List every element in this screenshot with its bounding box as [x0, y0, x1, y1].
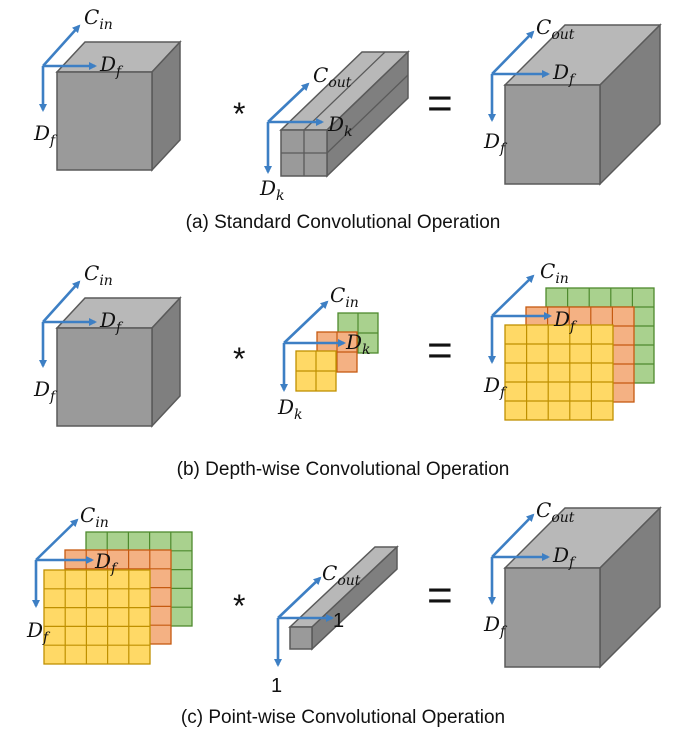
label-input-left-c: Df	[26, 618, 51, 646]
label-input-top-b: Cin	[84, 261, 113, 289]
label-input-right-a: Df	[99, 52, 124, 80]
label-kernel-right-c: 1	[333, 610, 344, 632]
caption-c: (c) Point-wise Convolutional Operation	[181, 707, 505, 728]
label-input-right-c: Df	[94, 549, 119, 577]
label-input-top-a: Cin	[84, 5, 113, 33]
input-grid-yellow-c	[43, 569, 151, 665]
label-output-right-c: Df	[552, 543, 577, 571]
label-output-left-c: Df	[483, 612, 508, 640]
label-input-top-c: Cin	[80, 503, 109, 531]
label-input-right-b: Df	[99, 308, 124, 336]
axes-kernel-c	[274, 576, 334, 667]
label-output-top-a: Cout	[536, 15, 575, 43]
axes-kernel-b	[280, 300, 346, 392]
multiply-operator-b: *	[233, 341, 245, 377]
label-input-left-b: Df	[33, 377, 58, 405]
caption-a: (a) Standard Convolutional Operation	[186, 212, 501, 233]
output-cube-a	[503, 23, 662, 186]
kernel-block-a	[279, 50, 410, 178]
label-output-right-b: Df	[553, 307, 578, 335]
label-kernel-top-c: Cout	[322, 561, 361, 589]
label-output-left-b: Df	[483, 373, 508, 401]
label-kernel-bottom-c: 1	[271, 675, 282, 697]
axes-output-a	[488, 30, 550, 122]
panel-c: Cin Df Df * Cout 1 1 = Cout	[26, 498, 662, 728]
caption-b: (b) Depth-wise Convolutional Operation	[177, 459, 510, 480]
label-output-right-a: Df	[552, 60, 577, 88]
equals-operator-c: =	[427, 571, 453, 620]
input-cube-a	[55, 40, 182, 172]
output-grid-yellow-b	[504, 324, 614, 421]
kernel-bar-c	[288, 545, 399, 651]
multiply-operator-c: *	[233, 588, 245, 624]
axes-output-b	[488, 274, 552, 364]
equals-operator-b: =	[427, 326, 453, 375]
input-cube-b	[55, 296, 182, 428]
label-kernel-right-a: Dk	[327, 112, 353, 140]
axes-output-c	[488, 513, 550, 605]
kernel-yellow-b	[295, 350, 337, 392]
label-kernel-right-b: Dk	[345, 330, 371, 358]
axes-input-c	[32, 518, 94, 608]
axes-input-b	[39, 280, 97, 368]
axes-kernel-a	[264, 82, 324, 174]
equals-operator-a: =	[427, 79, 453, 128]
label-output-left-a: Df	[483, 129, 508, 157]
label-output-top-c: Cout	[536, 498, 575, 526]
label-output-top-b: Cin	[540, 259, 569, 287]
label-kernel-top-a: Cout	[313, 63, 352, 91]
label-kernel-top-b: Cin	[330, 283, 359, 311]
multiply-operator-a: *	[233, 96, 245, 132]
output-cube-c	[503, 506, 662, 669]
panel-b: Cin Df Df * Cin Dk Dk =	[33, 259, 655, 480]
label-kernel-bottom-b: Dk	[277, 395, 303, 423]
label-kernel-bottom-a: Dk	[259, 176, 285, 204]
axes-input-a	[39, 24, 97, 112]
label-input-left-a: Df	[33, 121, 58, 149]
panel-a: Cin Df Df * Cout Dk Dk =	[33, 5, 662, 233]
